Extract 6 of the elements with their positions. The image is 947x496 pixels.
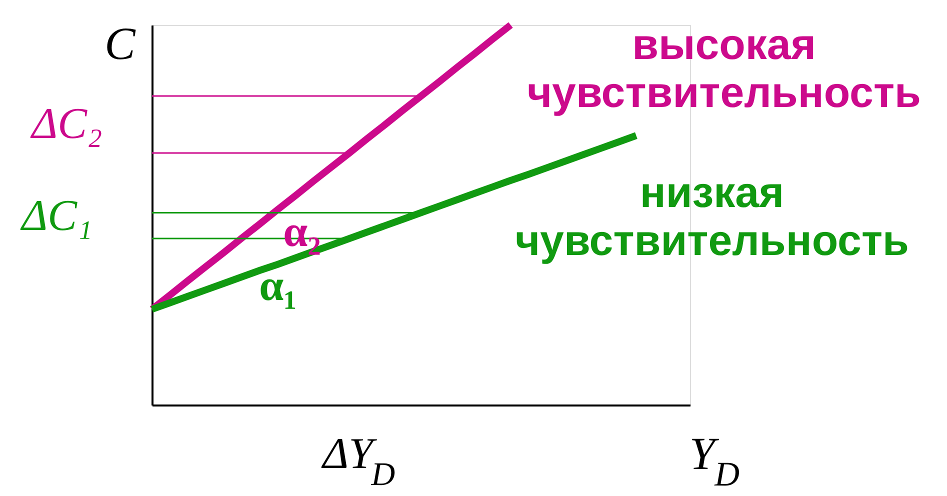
y-axis-title: C [104,18,137,69]
series-label: высокая чувствительность [527,21,921,117]
annotation: α₁ [259,261,297,310]
series-label: низкая чувствительность [515,169,909,265]
text: ΔC₁ [20,191,92,240]
text: ΔC₂ [30,99,102,148]
